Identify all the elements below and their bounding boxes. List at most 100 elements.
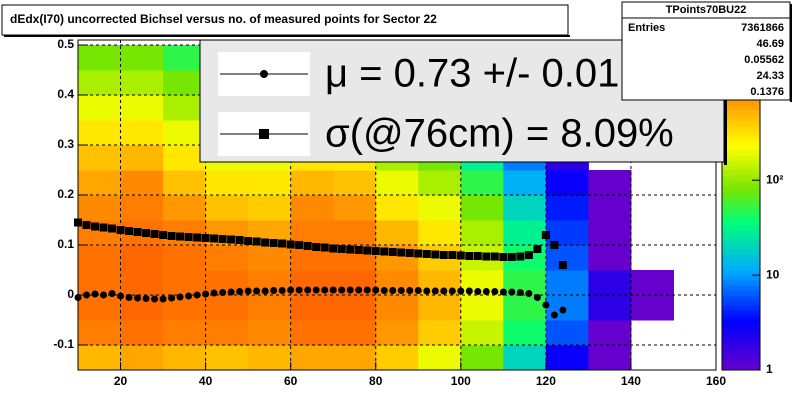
circle-marker	[474, 288, 482, 295]
heat-cell	[588, 245, 632, 271]
circle-marker	[406, 287, 414, 294]
heat-cell	[163, 170, 207, 196]
circle-marker	[185, 292, 193, 300]
heat-cell	[418, 170, 462, 196]
heat-cell	[290, 320, 334, 346]
heat-cell	[375, 295, 419, 321]
color-scale-band	[722, 210, 760, 216]
color-scale-band	[722, 125, 760, 131]
color-scale-band	[722, 135, 760, 141]
circle-marker	[346, 286, 354, 294]
heat-cell	[205, 345, 249, 371]
square-marker	[371, 247, 380, 255]
circle-marker	[210, 289, 218, 297]
circle-marker	[168, 294, 176, 302]
circle-marker	[414, 287, 422, 294]
square-marker	[490, 252, 499, 261]
circle-marker	[499, 288, 507, 296]
stats-label: Entries	[628, 22, 665, 34]
circle-marker	[91, 290, 99, 298]
x-tick-label: 60	[284, 374, 298, 388]
circle-marker	[312, 286, 320, 294]
color-scale-band	[722, 295, 760, 301]
color-scale-band	[722, 105, 760, 111]
heat-cell	[205, 170, 249, 196]
color-scale-band	[722, 165, 760, 171]
heat-cell	[78, 345, 122, 371]
heat-cell	[290, 195, 334, 221]
z-tick-label: 10²	[766, 172, 783, 186]
color-scale-band	[722, 130, 760, 136]
color-scale-band	[722, 275, 760, 281]
square-marker	[125, 227, 134, 235]
color-scale-band	[722, 330, 760, 336]
heat-cell	[333, 320, 377, 346]
color-scale-band	[722, 145, 760, 151]
circle-marker	[389, 287, 397, 294]
color-scale-band	[722, 340, 760, 346]
heat-cell	[588, 295, 632, 321]
heat-cell	[120, 45, 164, 71]
circle-marker	[176, 293, 184, 301]
heat-cell	[418, 220, 462, 246]
circle-marker	[219, 289, 227, 296]
z-tick-label: 10	[766, 267, 780, 281]
color-scale-band	[722, 115, 760, 121]
heat-cell	[375, 345, 419, 371]
heat-cell	[290, 345, 334, 371]
circle-marker	[202, 290, 210, 298]
color-scale-band	[722, 260, 760, 266]
heat-cell	[588, 345, 632, 371]
heat-cell	[545, 170, 589, 196]
heat-cell	[120, 195, 164, 221]
circle-marker	[159, 295, 167, 303]
circle-marker	[508, 288, 516, 296]
heat-cell	[333, 295, 377, 321]
square-marker	[405, 249, 414, 257]
square-marker	[507, 253, 516, 261]
heat-cell	[333, 220, 377, 246]
heat-cell	[78, 295, 122, 321]
square-marker	[108, 224, 117, 233]
heat-cell	[460, 345, 504, 371]
color-scale-band	[722, 230, 760, 236]
circle-marker	[440, 287, 448, 295]
color-scale-band	[722, 320, 760, 326]
y-tick-label: 0.1	[57, 237, 74, 251]
square-marker	[244, 237, 253, 245]
color-scale-band	[722, 240, 760, 246]
heat-cell	[630, 270, 674, 296]
color-scale-band	[722, 190, 760, 196]
square-marker	[422, 250, 431, 258]
heat-cell	[418, 345, 462, 371]
heat-cell	[205, 295, 249, 321]
circle-marker	[74, 294, 82, 301]
heat-cell	[375, 195, 419, 221]
circle-marker	[516, 289, 524, 296]
circle-marker	[559, 306, 567, 314]
heat-cell	[205, 195, 249, 221]
circle-marker	[397, 287, 405, 294]
square-marker	[397, 248, 406, 257]
heat-cell	[120, 170, 164, 196]
chart-title: dEdx(I70) uncorrected Bichsel versus no.…	[10, 12, 437, 26]
color-scale-band	[722, 285, 760, 291]
circle-marker	[142, 295, 150, 302]
heat-cell	[460, 320, 504, 346]
circle-marker	[423, 287, 431, 295]
square-marker	[465, 252, 474, 260]
circle-marker	[550, 311, 558, 319]
color-scale-band	[722, 220, 760, 226]
square-marker	[448, 251, 457, 259]
legend-label: μ = 0.73 +/- 0.01 %	[325, 52, 666, 96]
stats-value: 24.33	[756, 70, 784, 82]
x-tick-label: 100	[451, 374, 471, 388]
circle-marker	[261, 287, 269, 295]
color-scale-band	[722, 205, 760, 211]
heat-cell	[588, 170, 632, 196]
color-scale-band	[722, 170, 760, 176]
color-scale-band	[722, 215, 760, 221]
z-tick-label: 1	[766, 362, 773, 376]
square-marker	[363, 246, 372, 255]
color-scale-band	[722, 110, 760, 116]
